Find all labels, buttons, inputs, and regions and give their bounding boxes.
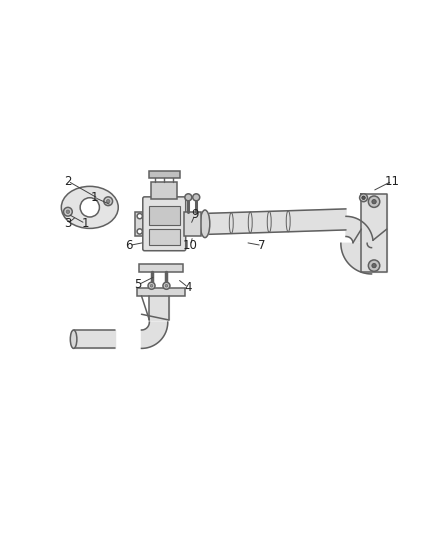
- Circle shape: [368, 196, 380, 207]
- Circle shape: [193, 194, 200, 201]
- Text: 7: 7: [258, 239, 266, 252]
- Circle shape: [148, 282, 155, 289]
- Text: 5: 5: [134, 278, 141, 292]
- Bar: [149, 229, 180, 246]
- Ellipse shape: [70, 330, 77, 349]
- Circle shape: [372, 199, 376, 204]
- Polygon shape: [149, 296, 169, 320]
- Polygon shape: [141, 322, 168, 349]
- Polygon shape: [341, 243, 371, 274]
- Bar: [151, 182, 177, 199]
- Bar: [137, 288, 185, 296]
- Polygon shape: [346, 216, 373, 243]
- Text: 3: 3: [64, 217, 71, 230]
- Text: 2: 2: [64, 175, 72, 188]
- Bar: [184, 212, 201, 236]
- Ellipse shape: [200, 210, 210, 238]
- FancyBboxPatch shape: [143, 197, 186, 251]
- Circle shape: [106, 199, 110, 203]
- Circle shape: [362, 196, 365, 199]
- Circle shape: [360, 194, 367, 201]
- Circle shape: [137, 229, 142, 234]
- Polygon shape: [361, 194, 387, 272]
- Circle shape: [163, 282, 170, 289]
- Text: 1: 1: [81, 217, 89, 230]
- Text: 10: 10: [183, 239, 198, 252]
- Polygon shape: [209, 209, 346, 235]
- Bar: [149, 206, 180, 225]
- Circle shape: [66, 210, 70, 214]
- Circle shape: [185, 194, 192, 201]
- Circle shape: [165, 285, 168, 287]
- Polygon shape: [74, 330, 115, 349]
- Circle shape: [104, 197, 113, 206]
- Circle shape: [137, 214, 142, 219]
- Text: 9: 9: [191, 208, 199, 221]
- Ellipse shape: [61, 187, 118, 229]
- Circle shape: [368, 260, 380, 271]
- Text: 11: 11: [385, 175, 399, 188]
- Text: 4: 4: [184, 281, 192, 294]
- Text: 6: 6: [125, 239, 133, 252]
- Bar: [149, 171, 180, 179]
- Circle shape: [64, 207, 72, 216]
- Circle shape: [372, 263, 376, 268]
- Circle shape: [150, 285, 153, 287]
- Bar: [139, 264, 183, 272]
- Circle shape: [80, 198, 99, 217]
- Text: 1: 1: [90, 191, 98, 204]
- Bar: [135, 212, 145, 236]
